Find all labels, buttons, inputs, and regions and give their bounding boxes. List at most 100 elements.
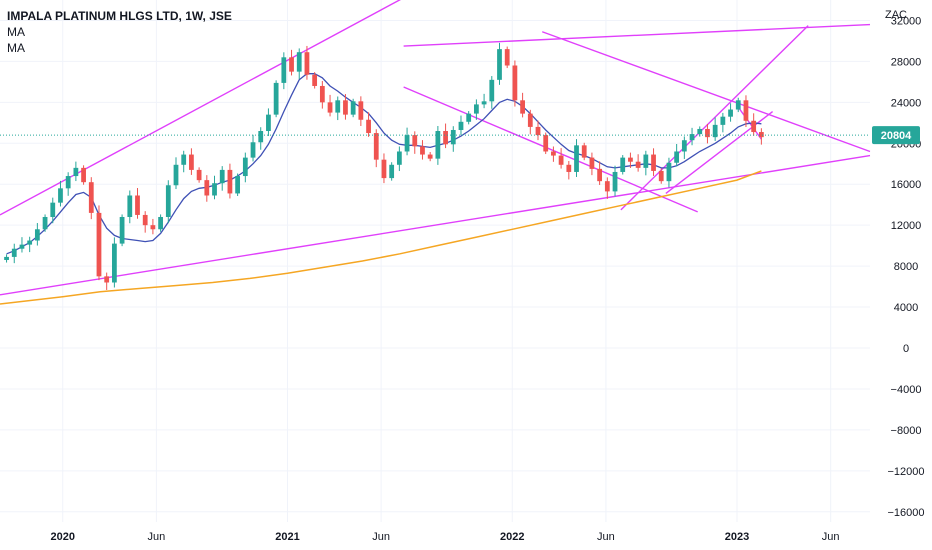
ma-indicator-2[interactable]: MA [7,41,25,55]
candle[interactable] [258,127,264,150]
trendline[interactable] [541,31,871,153]
candle[interactable] [758,128,764,145]
candle[interactable] [235,173,241,197]
candle[interactable] [273,80,279,118]
candle[interactable] [96,205,102,281]
candle[interactable] [512,60,518,107]
trendline[interactable] [620,25,809,211]
candle[interactable] [296,48,302,80]
trendline[interactable] [736,105,762,140]
candle[interactable] [266,108,271,137]
candle[interactable] [11,243,17,264]
candle[interactable] [150,218,156,235]
candle[interactable] [481,93,487,109]
candle[interactable] [381,153,387,184]
candle[interactable] [435,125,441,165]
candle[interactable] [535,120,541,141]
candle[interactable] [319,80,325,109]
candle[interactable] [135,188,140,219]
trendline[interactable] [0,154,871,296]
candle[interactable] [119,214,125,247]
candle[interactable] [142,211,148,233]
candle[interactable] [628,152,633,168]
candle[interactable] [420,140,425,160]
candle[interactable] [574,139,579,177]
candle[interactable] [589,152,595,176]
candle[interactable] [543,132,549,155]
candle[interactable] [705,123,710,144]
candle[interactable] [712,117,718,141]
candle[interactable] [50,197,56,224]
trendline[interactable] [403,23,871,47]
candle[interactable] [527,109,533,135]
candle[interactable] [396,146,402,172]
candle[interactable] [743,95,749,128]
candle[interactable] [219,166,225,191]
candle[interactable] [604,177,610,199]
candle[interactable] [735,97,741,113]
candle[interactable] [520,92,525,118]
candle[interactable] [658,168,664,184]
candle[interactable] [250,134,256,162]
candle[interactable] [58,180,63,207]
candle[interactable] [597,161,603,185]
candle[interactable] [343,94,348,120]
candle[interactable] [350,98,356,118]
candle[interactable] [127,190,133,224]
symbol-title[interactable]: IMPALA PLATINUM HLGS LTD, 1W, JSE [7,9,232,23]
last-price-badge[interactable] [872,126,920,145]
candle[interactable] [4,254,9,263]
candle[interactable] [558,148,564,169]
candle[interactable] [42,214,48,232]
candle[interactable] [373,129,379,168]
candle[interactable] [466,111,472,125]
candle[interactable] [612,165,618,197]
candle[interactable] [158,214,163,232]
candle[interactable] [681,136,687,159]
candle[interactable] [751,113,757,136]
candle[interactable] [281,52,287,90]
candle[interactable] [643,150,649,176]
candle[interactable] [581,142,587,161]
candle[interactable] [728,103,733,122]
candle[interactable] [204,175,210,202]
candle[interactable] [720,112,726,133]
candle[interactable] [88,177,94,220]
trendline[interactable] [403,86,698,213]
candle[interactable] [450,126,456,152]
candle[interactable] [689,127,695,146]
candle[interactable] [111,237,117,288]
candle[interactable] [389,162,395,181]
candle[interactable] [242,152,248,183]
candle[interactable] [551,146,556,162]
candle[interactable] [335,96,341,121]
candle[interactable] [358,96,364,126]
candle[interactable] [65,172,71,196]
candle[interactable] [458,115,464,136]
candle[interactable] [427,151,433,162]
candle[interactable] [366,112,371,137]
candle[interactable] [289,49,294,76]
trendline[interactable] [665,111,774,195]
candle[interactable] [165,180,171,224]
ma-indicator-1[interactable]: MA [7,25,25,39]
candle[interactable] [312,72,318,89]
candle[interactable] [666,157,672,188]
candle[interactable] [73,161,79,182]
candle[interactable] [327,94,333,117]
candle[interactable] [227,163,233,199]
candle[interactable] [635,154,641,172]
candle[interactable] [189,148,194,175]
candle[interactable] [304,45,310,80]
candle[interactable] [620,155,626,175]
candle[interactable] [173,157,179,190]
candle[interactable] [473,99,479,120]
candle[interactable] [34,223,40,246]
candle[interactable] [81,165,86,185]
candle[interactable] [212,175,217,200]
candle[interactable] [504,46,510,69]
candle[interactable] [566,161,572,180]
candle[interactable] [181,150,187,173]
candle[interactable] [674,144,680,167]
